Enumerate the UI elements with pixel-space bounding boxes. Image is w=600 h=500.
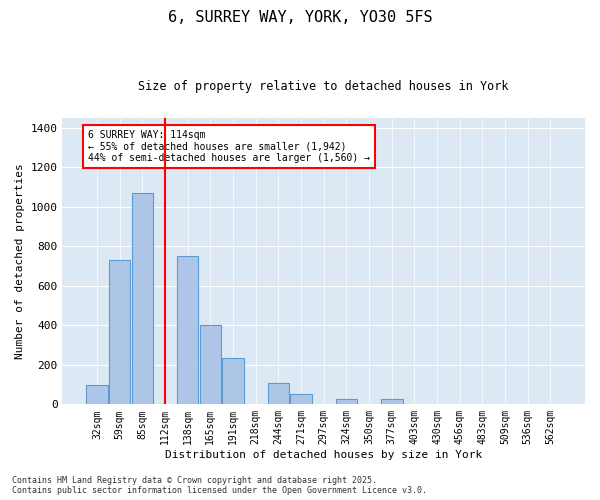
Bar bbox=[290, 394, 312, 404]
Bar bbox=[200, 326, 221, 404]
Text: Contains HM Land Registry data © Crown copyright and database right 2025.
Contai: Contains HM Land Registry data © Crown c… bbox=[12, 476, 427, 495]
Bar bbox=[222, 358, 244, 405]
Bar bbox=[177, 256, 199, 404]
Text: 6, SURREY WAY, YORK, YO30 5FS: 6, SURREY WAY, YORK, YO30 5FS bbox=[167, 10, 433, 25]
Bar bbox=[86, 384, 108, 404]
Bar bbox=[131, 193, 153, 404]
Text: 6 SURREY WAY: 114sqm
← 55% of detached houses are smaller (1,942)
44% of semi-de: 6 SURREY WAY: 114sqm ← 55% of detached h… bbox=[88, 130, 370, 163]
Bar bbox=[381, 400, 403, 404]
Bar bbox=[109, 260, 130, 404]
Y-axis label: Number of detached properties: Number of detached properties bbox=[15, 163, 25, 359]
Bar bbox=[268, 382, 289, 404]
X-axis label: Distribution of detached houses by size in York: Distribution of detached houses by size … bbox=[165, 450, 482, 460]
Bar bbox=[335, 400, 357, 404]
Title: Size of property relative to detached houses in York: Size of property relative to detached ho… bbox=[139, 80, 509, 93]
